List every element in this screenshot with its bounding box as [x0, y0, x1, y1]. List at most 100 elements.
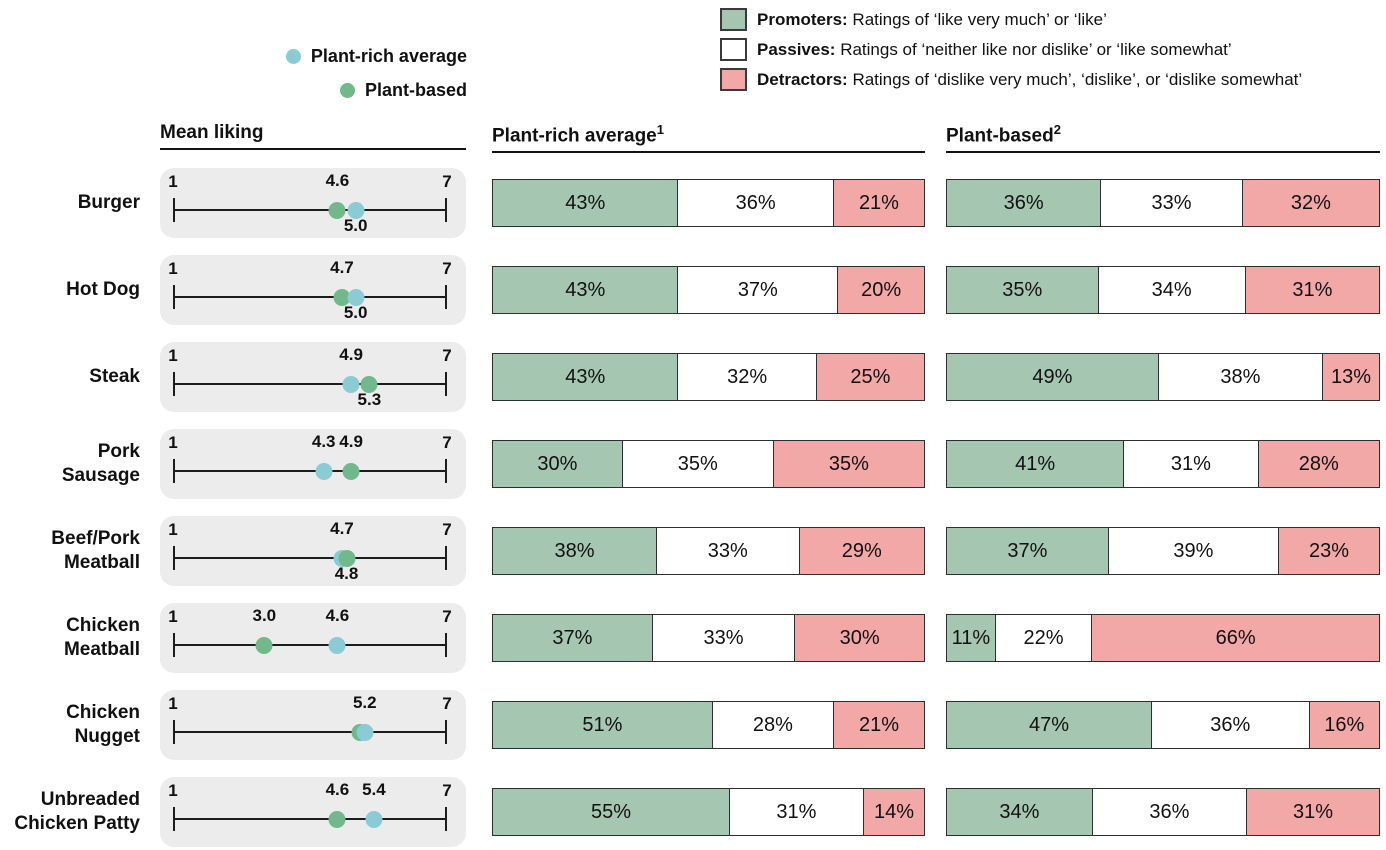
scale-track	[173, 296, 447, 298]
plant-rich-dot	[347, 201, 365, 219]
scale-tick-min	[173, 285, 175, 309]
row-label: Steak	[89, 366, 140, 388]
bar-segment-passives: 37%	[678, 266, 839, 314]
row-label: Hot Dog	[66, 279, 140, 301]
legend-item-detractors: Detractors: Ratings of ‘dislike very muc…	[720, 68, 1302, 91]
column-header-label: Plant-based	[946, 125, 1054, 147]
scale-min-label: 1	[168, 172, 178, 191]
bar-segment-detractors: 32%	[1242, 179, 1380, 227]
column-header-label: Mean liking	[160, 122, 264, 143]
plant-rich-bar: 43% 37% 20%	[492, 266, 925, 314]
footnote-superscript: 2	[1053, 122, 1061, 137]
scale-track	[173, 644, 447, 646]
scale-max-label: 7	[442, 607, 452, 626]
segment-legend: Promoters: Ratings of ‘like very much’ o…	[720, 8, 1302, 91]
bar-segment-passives: 36%	[678, 179, 834, 227]
bar-segment-passives: 39%	[1108, 527, 1280, 575]
scale-track	[173, 383, 447, 385]
footnote-superscript: 1	[656, 122, 664, 137]
plant-based-bar: 35% 34% 31%	[946, 266, 1380, 314]
bar-segment-detractors: 66%	[1092, 614, 1381, 662]
mean-liking-scale: 1 7 3.0 4.6	[168, 603, 452, 673]
scale-track	[173, 818, 447, 820]
bar-segment-passives: 33%	[657, 527, 800, 575]
mean-liking-column-header: Mean liking	[160, 122, 466, 150]
mean-value-label: 5.2	[352, 693, 377, 712]
mean-liking-panel: 1 7 4.9 5.3	[160, 342, 466, 412]
mean-value-label: 4.6	[325, 606, 350, 625]
detractors-swatch-icon	[720, 68, 747, 91]
bar-segment-promoters: 30%	[492, 440, 623, 488]
row-label: Beef/Pork Meatball	[51, 528, 140, 573]
plant-based-dot	[255, 636, 273, 654]
bar-segment-promoters: 49%	[946, 353, 1159, 401]
column-header-label: Plant-rich average	[492, 125, 657, 147]
mean-liking-panel: 1 7 3.0 4.6	[160, 603, 466, 673]
scale-min-label: 1	[168, 346, 178, 365]
chart-row: Unbreaded Chicken Patty 1 7 4.6 5.4 55% 31% 14%…	[0, 777, 1386, 847]
row-label: Pork Sausage	[61, 441, 140, 486]
chart-row: Steak 1 7 4.9 5.3 43% 32% 25% 49% 38% 13%	[0, 342, 1386, 412]
plant-based-dot	[328, 201, 346, 219]
chart-row: Beef/Pork Meatball 1 7 4.7 4.8 38% 33% 29% 37% 39…	[0, 516, 1386, 586]
scale-min-label: 1	[168, 520, 178, 539]
plant-rich-dot	[315, 462, 333, 480]
scale-min-label: 1	[168, 781, 178, 800]
bar-segment-passives: 22%	[995, 614, 1093, 662]
scale-tick-min	[173, 720, 175, 744]
mean-value-label: 4.6	[325, 780, 350, 799]
mean-value-label: 4.9	[339, 345, 363, 364]
plant-based-dot-icon	[339, 83, 355, 98]
plant-rich-bar: 43% 32% 25%	[492, 353, 925, 401]
chart-row: Pork Sausage 1 7 4.3 4.9 30% 35% 35% 41% 31% 28%	[0, 429, 1386, 499]
scale-tick-max	[445, 546, 447, 570]
mean-value-label: 4.7	[330, 519, 354, 538]
plant-rich-dot	[356, 723, 374, 741]
scale-max-label: 7	[442, 520, 452, 539]
bar-segment-detractors: 35%	[773, 440, 926, 488]
legend-item-plant-rich: Plant-rich average	[285, 46, 467, 67]
bar-segment-promoters: 43%	[492, 266, 679, 314]
scale-tick-min	[173, 546, 175, 570]
mean-value-label: 4.8	[334, 564, 359, 583]
bar-segment-detractors: 14%	[863, 788, 925, 836]
scale-track	[173, 470, 447, 472]
mean-value-label: 4.9	[339, 432, 363, 451]
promoters-swatch-icon	[720, 8, 747, 31]
plant-based-bar: 36% 33% 32%	[946, 179, 1380, 227]
scale-tick-max	[445, 198, 447, 222]
bar-segment-detractors: 25%	[816, 353, 925, 401]
mean-liking-panel: 1 7 4.6 5.0	[160, 168, 466, 238]
legend-item-plant-based: Plant-based	[339, 80, 467, 101]
scale-track	[173, 731, 447, 733]
bar-segment-detractors: 21%	[833, 701, 926, 749]
row-label: Chicken Nugget	[66, 702, 140, 747]
plant-rich-dot	[328, 636, 346, 654]
plant-rich-bar: 30% 35% 35%	[492, 440, 926, 488]
scale-tick-max	[445, 372, 447, 396]
plant-rich-bar: 51% 28% 21%	[492, 701, 926, 749]
bar-segment-detractors: 31%	[1245, 266, 1380, 314]
scale-track	[173, 209, 447, 211]
bar-segment-promoters: 47%	[946, 701, 1153, 749]
chart-rows: Burger 1 7 4.6 5.0 43% 36% 21% 36% 33% 32% Hot Dog 1…	[0, 168, 1386, 850]
plant-rich-bar: 38% 33% 29%	[492, 527, 925, 575]
mean-value-label: 4.7	[330, 258, 354, 277]
bar-segment-promoters: 36%	[946, 179, 1102, 227]
scale-tick-max	[445, 720, 447, 744]
mean-liking-scale: 1 7 4.9 5.3	[168, 342, 451, 412]
mean-liking-scale: 1 7 4.6 5.4	[168, 777, 452, 847]
bar-segment-promoters: 41%	[946, 440, 1125, 488]
mean-liking-scale: 1 7 4.6 5.0	[168, 168, 451, 238]
bar-segment-detractors: 29%	[799, 527, 925, 575]
legend-term: Detractors:	[757, 69, 848, 89]
bar-segment-detractors: 31%	[1247, 788, 1380, 836]
scale-tick-min	[173, 633, 175, 657]
scale-tick-max	[445, 459, 447, 483]
scale-tick-max	[445, 633, 447, 657]
scale-max-label: 7	[442, 259, 452, 278]
plant-rich-bar: 37% 33% 30%	[492, 614, 925, 662]
scale-max-label: 7	[442, 433, 452, 452]
scale-tick-max	[445, 807, 447, 831]
plant-based-dot	[328, 810, 346, 828]
